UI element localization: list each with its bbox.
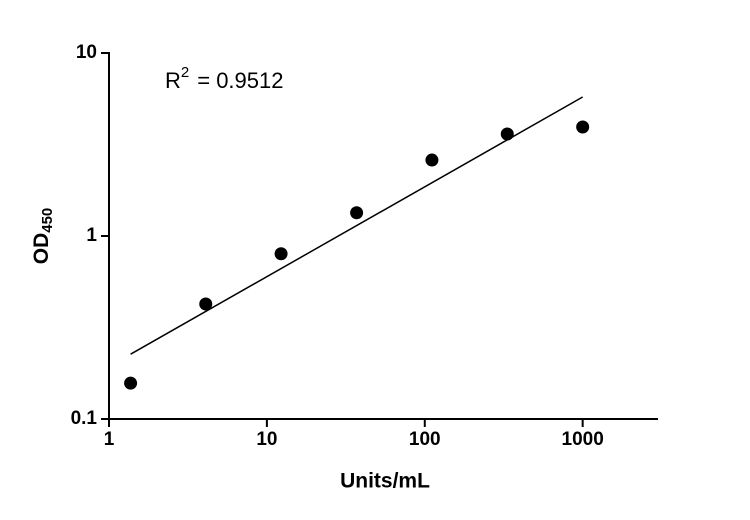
point (274, 247, 288, 261)
point (425, 153, 439, 167)
y-axis-title-sub: 450 (39, 208, 56, 233)
annotation: R2 = 0.9512 (165, 64, 283, 93)
fit-line (130, 96, 584, 355)
x-tick-label: 1000 (562, 429, 604, 450)
annotation-rest: = 0.9512 (197, 68, 283, 93)
y-axis-title: OD450 (30, 208, 56, 265)
y-tick-label: 10 (76, 42, 97, 63)
x-tick-label: 100 (409, 429, 441, 450)
point (500, 127, 514, 141)
point (124, 376, 138, 390)
annotation-main: R (165, 68, 181, 93)
point (576, 120, 590, 134)
point (350, 206, 364, 220)
point (199, 297, 213, 311)
y-tick-label: 0.1 (71, 408, 98, 429)
y-axis-title-main: OD (30, 233, 53, 265)
y-tick-label: 1 (86, 225, 97, 246)
x-tick-label: 10 (256, 429, 277, 450)
x-axis-title: Units/mL (340, 470, 430, 493)
x-tick-label: 1 (104, 429, 115, 450)
annotation-sup: 2 (181, 64, 189, 81)
